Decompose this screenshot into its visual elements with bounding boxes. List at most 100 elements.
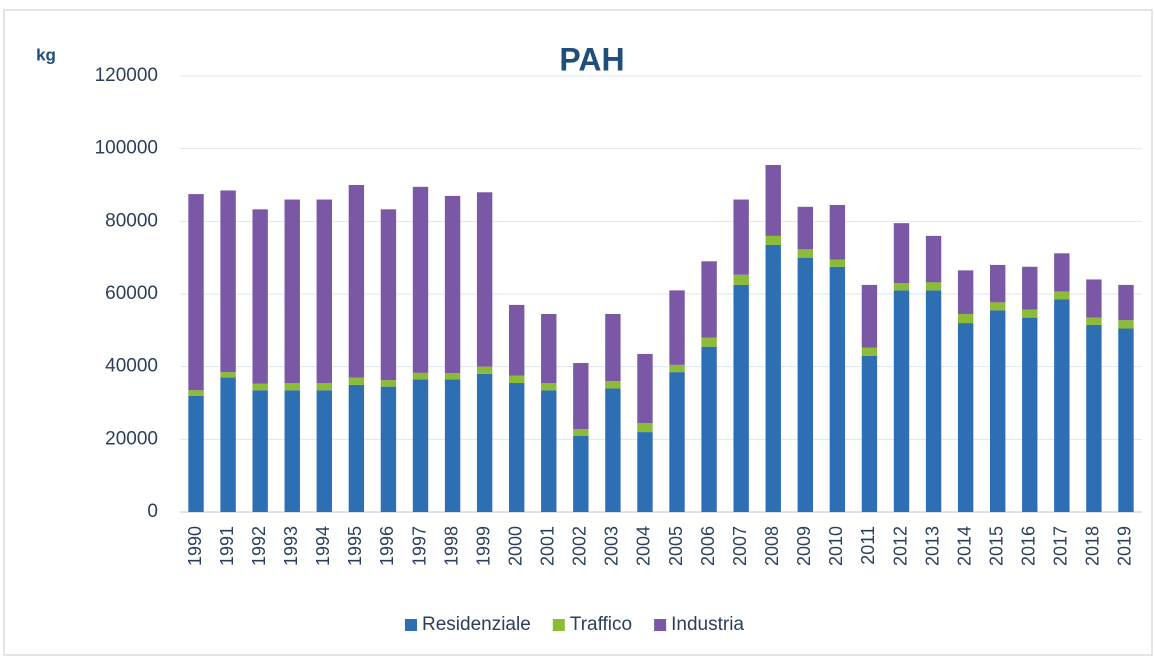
bar-segment (412, 372, 429, 380)
bar-segment (765, 165, 781, 236)
bar-segment (893, 223, 910, 284)
x-tick-label: 1998 (441, 526, 461, 566)
bar-segment (1118, 328, 1134, 512)
x-tick-label: 1994 (313, 526, 333, 566)
bar-segment (220, 372, 236, 378)
bar-segment (541, 383, 557, 391)
bar-segment (412, 379, 429, 512)
x-tick-label: 2000 (505, 526, 525, 566)
bar-segment (348, 185, 365, 378)
bar-segment (925, 290, 942, 512)
x-tick-label: 1995 (345, 526, 365, 566)
bar-segment (605, 313, 621, 382)
y-tick-label: 80000 (105, 210, 158, 231)
x-tick-label: 2011 (858, 526, 878, 565)
x-tick-label: 2007 (730, 526, 750, 566)
x-tick-label: 2002 (570, 526, 590, 566)
bar-segment (380, 209, 397, 381)
bar-segment (509, 304, 525, 376)
legend-label: Industria (671, 614, 744, 635)
x-tick-label: 2012 (890, 526, 910, 566)
x-tick-label: 1999 (473, 526, 493, 566)
bar-segment (188, 194, 204, 391)
bar-segment (220, 190, 236, 373)
x-tick-label: 1993 (281, 526, 301, 566)
bar-segment (252, 383, 268, 391)
bar-segment (797, 206, 813, 250)
bar-segment (733, 199, 749, 275)
bar-segment (476, 192, 493, 367)
bar-segment (509, 383, 525, 512)
bar-segment (476, 366, 493, 374)
bar-segment (669, 364, 685, 373)
x-tick-label: 2019 (1115, 526, 1135, 566)
bar-segment (348, 384, 365, 512)
bar-segment (444, 195, 461, 374)
bar-segment (669, 372, 685, 512)
y-tick-label: 20000 (105, 428, 158, 449)
bar-segment (1054, 299, 1070, 512)
bar-segment (284, 390, 300, 512)
frame (3, 9, 1153, 656)
x-tick-label: 2009 (794, 526, 814, 566)
x-tick-label: 1992 (249, 526, 269, 566)
x-tick-label: 2004 (634, 526, 654, 566)
x-tick-label: 1991 (217, 526, 237, 566)
bar-segment (637, 353, 653, 423)
bar-segment (829, 259, 846, 267)
x-tick-label: 1997 (409, 526, 429, 566)
bar-segment (1022, 317, 1038, 512)
bar-segment (701, 337, 717, 347)
bar-segment (444, 373, 461, 380)
bar-segment (829, 204, 846, 260)
bar-segment (476, 373, 493, 512)
bar-segment (573, 435, 589, 512)
bar-segment (1054, 291, 1070, 300)
x-tick-label: 1996 (377, 526, 397, 566)
bar-segment (861, 347, 878, 356)
x-tick-label: 2003 (602, 526, 622, 566)
x-tick-label: 2005 (666, 526, 686, 566)
bar-segment (861, 355, 878, 512)
x-tick-label: 2013 (922, 526, 942, 566)
bar-segment (605, 388, 621, 512)
bar-segment (188, 395, 204, 512)
bar-segment (925, 282, 942, 291)
bar-segment (797, 257, 813, 512)
bar-segment (957, 270, 974, 314)
bar-segment (509, 375, 525, 384)
bar-segment (733, 284, 749, 512)
x-tick-label: 2006 (698, 526, 718, 566)
legend-swatch (552, 619, 565, 631)
bar-segment (316, 383, 332, 391)
bar-segment (765, 244, 781, 512)
bar-segment (893, 283, 910, 291)
y-tick-label: 60000 (105, 283, 158, 304)
y-tick-label: 100000 (95, 138, 158, 159)
bar-segment (1118, 284, 1134, 321)
y-tick-label: 120000 (95, 65, 158, 86)
bar-segment (252, 390, 268, 512)
y-axis-label: kg (36, 45, 56, 64)
x-tick-label: 2014 (954, 526, 974, 566)
bar-segment (541, 390, 557, 512)
x-tick-label: 2015 (986, 526, 1006, 566)
bar-segment (637, 422, 653, 433)
chart-title: PAH (559, 41, 624, 77)
bar-segment (765, 235, 781, 245)
y-tick-label: 40000 (105, 356, 158, 377)
bar-segment (893, 290, 910, 512)
bar-segment (316, 390, 332, 512)
bar-segment (220, 377, 236, 512)
bar-segment (701, 346, 717, 512)
bar-segment (316, 199, 332, 384)
x-tick-label: 1990 (185, 526, 205, 566)
legend-swatch (654, 619, 667, 631)
x-tick-label: 2017 (1051, 526, 1071, 566)
bar-segment (541, 313, 557, 384)
bar-segment (669, 290, 685, 365)
bar-segment (925, 235, 942, 283)
bar-segment (861, 284, 878, 348)
bar-segment (1054, 253, 1070, 292)
bar-segment (957, 323, 974, 512)
